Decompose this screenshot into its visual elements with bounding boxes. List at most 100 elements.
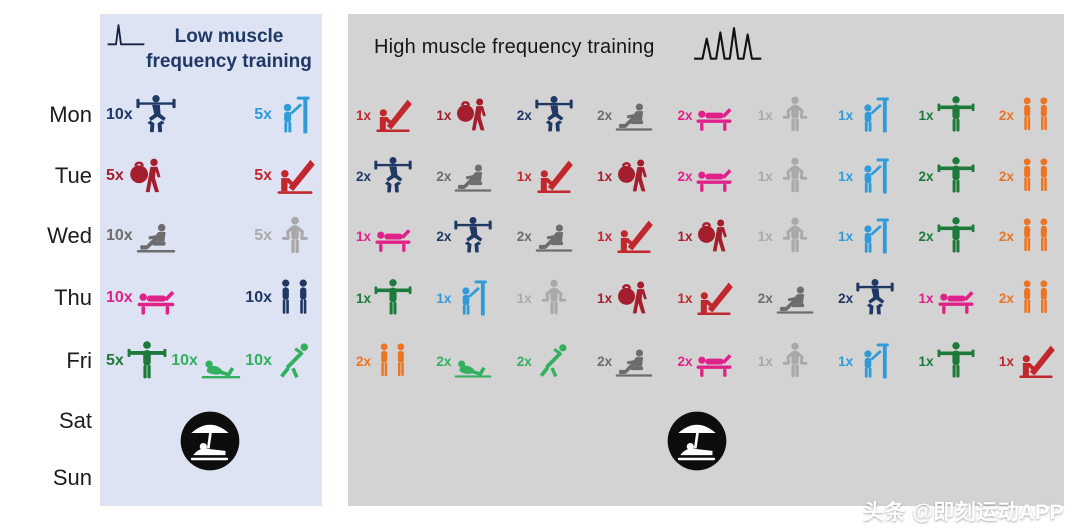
exercise-count: 1x xyxy=(677,228,693,244)
lateral-raise-icon xyxy=(127,341,167,379)
low-frequency-row-thu: 10x 10x xyxy=(103,272,319,324)
beach-rest-icon xyxy=(180,411,240,471)
low-frequency-panel: Low muscle frequency training 10x 5x 5x 5x 1… xyxy=(100,14,322,506)
exercise-item: 1x xyxy=(758,156,815,196)
exercise-count: 2x xyxy=(998,290,1014,306)
exercise-item: 1x xyxy=(838,341,895,381)
exercise-count: 1x xyxy=(356,107,372,123)
kettlebell-squat-icon xyxy=(618,159,647,192)
exercise-item: 2x xyxy=(517,341,574,381)
day-label-sun: Sun xyxy=(52,465,92,490)
exercise-count: 5x xyxy=(254,227,272,244)
high-panel-title: High muscle frequency training xyxy=(374,36,655,58)
exercise-item: 1x xyxy=(677,278,734,318)
exercise-count: 1x xyxy=(757,228,773,244)
standing-pair-icon xyxy=(1023,158,1048,191)
lateral-raise-icon xyxy=(937,157,975,193)
dumbbell-standing-icon xyxy=(782,217,807,253)
exercise-count: 1x xyxy=(918,353,934,369)
rowing-machine-icon xyxy=(136,223,175,253)
exercise-count: 10x xyxy=(106,106,133,123)
rowing-machine-icon xyxy=(615,103,653,131)
exercise-item: 10x xyxy=(245,340,316,382)
exercise-item: 10x xyxy=(106,94,177,136)
rest-days-icon xyxy=(178,409,242,473)
situp-icon xyxy=(201,360,241,379)
exercise-item: 10x xyxy=(106,277,177,319)
exercise-item: 2x xyxy=(677,341,734,381)
exercise-item: 1x xyxy=(838,95,895,135)
low-frequency-row-fri: 5x 10x 10x xyxy=(103,335,319,387)
stretch-icon xyxy=(539,344,567,378)
barbell-squat-icon xyxy=(454,217,493,253)
exercise-item: 1x xyxy=(919,278,976,318)
bench-machine-icon xyxy=(696,169,732,192)
exercise-count: 2x xyxy=(436,168,452,184)
rowing-machine-icon xyxy=(615,349,653,377)
exercise-item: 1x xyxy=(758,216,815,256)
exercise-count: 2x xyxy=(436,228,452,244)
exercise-count: 1x xyxy=(838,228,854,244)
exercise-item: 2x xyxy=(356,341,413,381)
cable-tower-icon xyxy=(462,280,488,316)
kettlebell-squat-icon xyxy=(129,158,161,193)
low-frequency-row-mon: 10x 5x xyxy=(103,89,319,141)
exercise-count: 2x xyxy=(918,228,934,244)
exercise-count: 1x xyxy=(356,290,372,306)
dumbbell-standing-icon xyxy=(541,279,566,315)
exercise-count: 2x xyxy=(838,290,854,306)
exercise-item: 2x xyxy=(597,341,654,381)
barbell-squat-icon xyxy=(374,157,412,193)
high-frequency-row-thu: 1x 1x 1x 1x 1x 2x 2x 1x 2x xyxy=(356,272,1056,324)
exercise-item: 1x xyxy=(436,95,493,135)
kettlebell-squat-icon xyxy=(618,281,647,314)
exercise-item: 2x xyxy=(677,156,734,196)
leg-press-icon xyxy=(376,99,412,132)
exercise-count: 5x xyxy=(254,106,272,123)
exercise-item: 1x xyxy=(597,278,654,318)
barbell-squat-icon xyxy=(535,96,573,132)
lateral-raise-icon xyxy=(937,96,975,132)
low-frequency-row-wed: 10x 5x xyxy=(103,210,319,262)
exercise-item: 1x xyxy=(356,216,413,256)
exercise-item: 2x xyxy=(677,95,734,135)
exercise-count: 1x xyxy=(838,353,854,369)
bench-machine-icon xyxy=(375,229,411,252)
dumbbell-standing-icon xyxy=(782,157,807,193)
exercise-count: 1x xyxy=(757,353,773,369)
exercise-count: 2x xyxy=(436,353,452,369)
exercise-item: 10x xyxy=(171,340,242,382)
leg-press-icon xyxy=(537,160,573,193)
exercise-count: 1x xyxy=(436,290,452,306)
rowing-machine-icon xyxy=(455,164,492,192)
day-label-fri: Fri xyxy=(66,348,92,373)
exercise-item: 2x xyxy=(436,341,493,381)
exercise-item: 1x xyxy=(356,278,413,318)
cable-tower-icon xyxy=(864,97,890,133)
rowing-machine-icon xyxy=(776,286,814,314)
exercise-count: 5x xyxy=(254,167,272,184)
rest-days-icon xyxy=(665,409,729,473)
exercise-item: 2x xyxy=(436,216,493,256)
exercise-count: 1x xyxy=(998,353,1014,369)
day-label-mon: Mon xyxy=(49,102,92,127)
exercise-item: 1x xyxy=(356,95,413,135)
exercise-item: 1x xyxy=(838,156,895,196)
exercise-count: 2x xyxy=(998,228,1014,244)
exercise-count: 2x xyxy=(516,228,532,244)
cable-tower-icon xyxy=(864,158,890,194)
exercise-item: 2x xyxy=(999,156,1056,196)
standing-pair-icon xyxy=(1023,97,1048,130)
exercise-count: 10x xyxy=(245,289,272,306)
standing-pair-icon xyxy=(282,279,307,314)
exercise-count: 2x xyxy=(998,168,1014,184)
exercise-count: 1x xyxy=(918,290,934,306)
exercise-item: 10x xyxy=(106,215,177,257)
beach-rest-icon xyxy=(667,411,727,471)
dumbbell-standing-icon xyxy=(282,216,308,253)
standing-pair-icon xyxy=(1023,218,1048,251)
exercise-item: 5x xyxy=(106,340,168,382)
exercise-item: 10x xyxy=(245,277,316,319)
exercise-count: 2x xyxy=(516,353,532,369)
